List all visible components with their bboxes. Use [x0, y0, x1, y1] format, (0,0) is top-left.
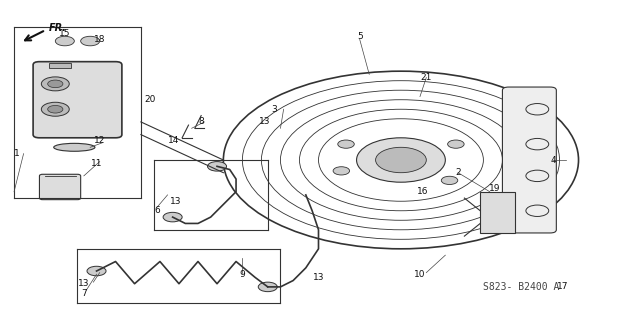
Circle shape — [81, 36, 100, 46]
Text: 3: 3 — [271, 105, 277, 114]
Circle shape — [357, 138, 445, 182]
Text: 20: 20 — [145, 95, 156, 104]
Text: 6: 6 — [154, 206, 160, 215]
Text: 9: 9 — [240, 270, 245, 279]
Text: 10: 10 — [414, 270, 426, 279]
Text: 14: 14 — [168, 136, 180, 146]
Circle shape — [48, 105, 63, 113]
Text: 19: 19 — [489, 184, 501, 193]
Text: 21: 21 — [420, 73, 432, 82]
FancyBboxPatch shape — [33, 62, 122, 138]
Circle shape — [333, 167, 350, 175]
Circle shape — [163, 212, 182, 222]
Circle shape — [41, 102, 69, 116]
Text: 1: 1 — [15, 149, 20, 158]
Circle shape — [258, 282, 277, 292]
Text: FR.: FR. — [49, 23, 67, 33]
Text: 11: 11 — [90, 159, 103, 168]
Text: 5: 5 — [357, 32, 362, 41]
FancyBboxPatch shape — [39, 174, 81, 200]
Text: 13: 13 — [259, 117, 270, 126]
Text: 2: 2 — [455, 168, 461, 177]
Text: 18: 18 — [94, 35, 106, 44]
Text: 4: 4 — [550, 156, 556, 164]
Text: S823- B2400 A: S823- B2400 A — [483, 282, 560, 292]
Text: 17: 17 — [557, 282, 568, 292]
FancyBboxPatch shape — [503, 87, 556, 233]
Text: 13: 13 — [313, 273, 324, 282]
Circle shape — [55, 36, 75, 46]
Circle shape — [208, 162, 227, 171]
Circle shape — [441, 176, 458, 185]
Text: 12: 12 — [94, 136, 105, 146]
Bar — [480, 192, 515, 233]
Text: 13: 13 — [170, 197, 182, 206]
Bar — [49, 63, 71, 68]
Text: 15: 15 — [59, 28, 71, 38]
Ellipse shape — [54, 143, 95, 151]
Circle shape — [376, 147, 426, 173]
Text: 7: 7 — [81, 289, 87, 298]
Circle shape — [87, 266, 106, 276]
Circle shape — [41, 77, 69, 91]
Text: 16: 16 — [417, 187, 429, 196]
Text: 8: 8 — [198, 117, 204, 126]
Circle shape — [448, 140, 464, 148]
Circle shape — [338, 140, 354, 148]
Text: 13: 13 — [78, 279, 90, 288]
Circle shape — [48, 80, 63, 88]
